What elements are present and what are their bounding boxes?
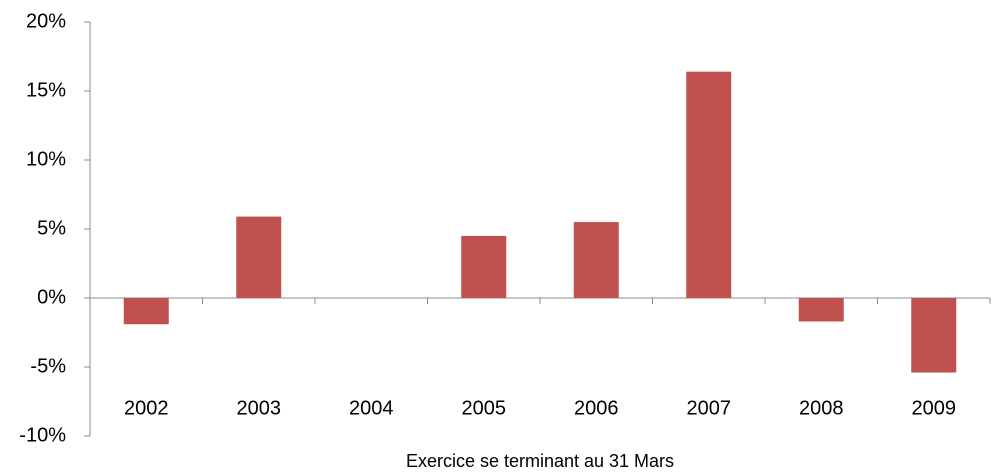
y-tick-label: 5% <box>37 217 66 239</box>
x-tick-label: 2006 <box>574 397 619 419</box>
x-axis-label: Exercice se terminant au 31 Mars <box>406 451 674 471</box>
y-tick-label: 15% <box>26 79 66 101</box>
x-tick-label: 2003 <box>237 397 282 419</box>
x-tick-label: 2008 <box>799 397 844 419</box>
y-tick-label: 20% <box>26 10 66 32</box>
bar <box>573 222 619 298</box>
y-tick-label: -10% <box>19 424 66 446</box>
bar <box>686 71 732 299</box>
bar <box>911 298 957 373</box>
bar <box>123 298 169 325</box>
x-tick-label: 2002 <box>124 397 169 419</box>
y-tick-label: 0% <box>37 286 66 308</box>
y-tick-label: -5% <box>30 355 66 377</box>
y-tick-label: 10% <box>26 148 66 170</box>
x-tick-label: 2004 <box>349 397 394 419</box>
bar <box>236 216 282 298</box>
x-tick-label: 2009 <box>912 397 957 419</box>
bar <box>461 235 507 298</box>
x-tick-label: 2007 <box>687 397 732 419</box>
bar <box>798 298 844 322</box>
x-tick-label: 2005 <box>462 397 507 419</box>
